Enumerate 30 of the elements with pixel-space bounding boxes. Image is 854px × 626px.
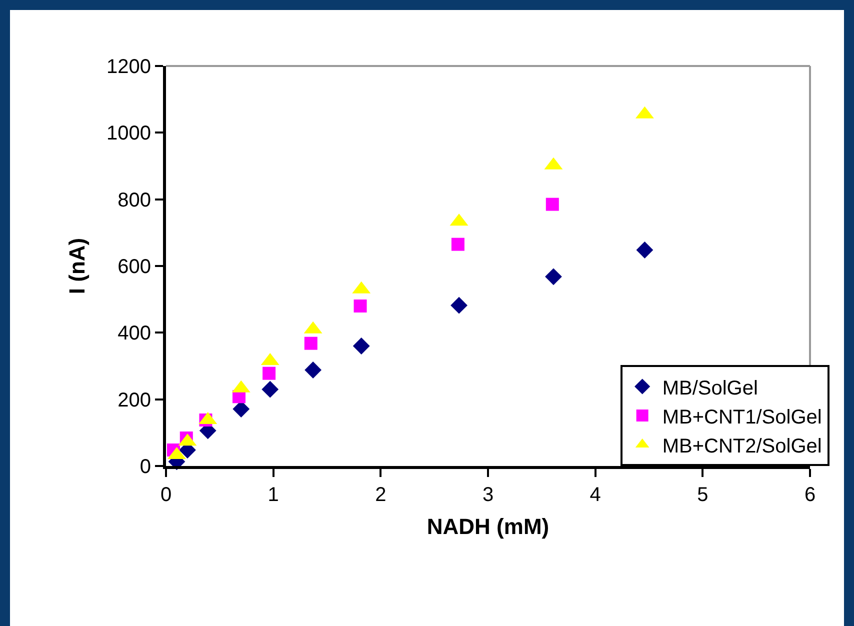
x-tick-label: 6 xyxy=(804,484,816,506)
point xyxy=(304,336,318,350)
y-axis-title: I (nA) xyxy=(64,238,90,294)
y-tick-label: 600 xyxy=(118,256,151,278)
x-axis-title: NADH (mM) xyxy=(426,514,550,539)
y-tick-label: 800 xyxy=(118,189,151,212)
point xyxy=(262,380,279,398)
legend-label: MB/SolGel xyxy=(662,377,758,400)
point xyxy=(450,296,468,314)
point xyxy=(262,366,276,380)
x-tick-label: 2 xyxy=(375,484,386,506)
x-tick-label: 4 xyxy=(590,484,601,506)
point xyxy=(545,268,562,286)
y-tick-label: 1200 xyxy=(106,56,151,78)
y-tick-label: 1000 xyxy=(106,122,151,145)
legend-label: MB+CNT2/SolGel xyxy=(662,435,822,458)
point xyxy=(636,242,654,258)
point xyxy=(304,362,322,378)
y-tick-label: 400 xyxy=(118,322,151,345)
point xyxy=(352,338,370,354)
y-tick-label: 0 xyxy=(140,456,151,478)
x-tick-label: 1 xyxy=(268,484,279,506)
legend-label: MB+CNT1/SolGel xyxy=(662,406,822,428)
point xyxy=(451,238,464,251)
point xyxy=(354,300,367,312)
x-tick-label: 3 xyxy=(482,484,494,506)
x-tick-label: 0 xyxy=(160,484,172,506)
x-tick-label: 5 xyxy=(697,484,708,506)
point xyxy=(546,198,559,211)
y-tick-label: 200 xyxy=(118,389,151,412)
